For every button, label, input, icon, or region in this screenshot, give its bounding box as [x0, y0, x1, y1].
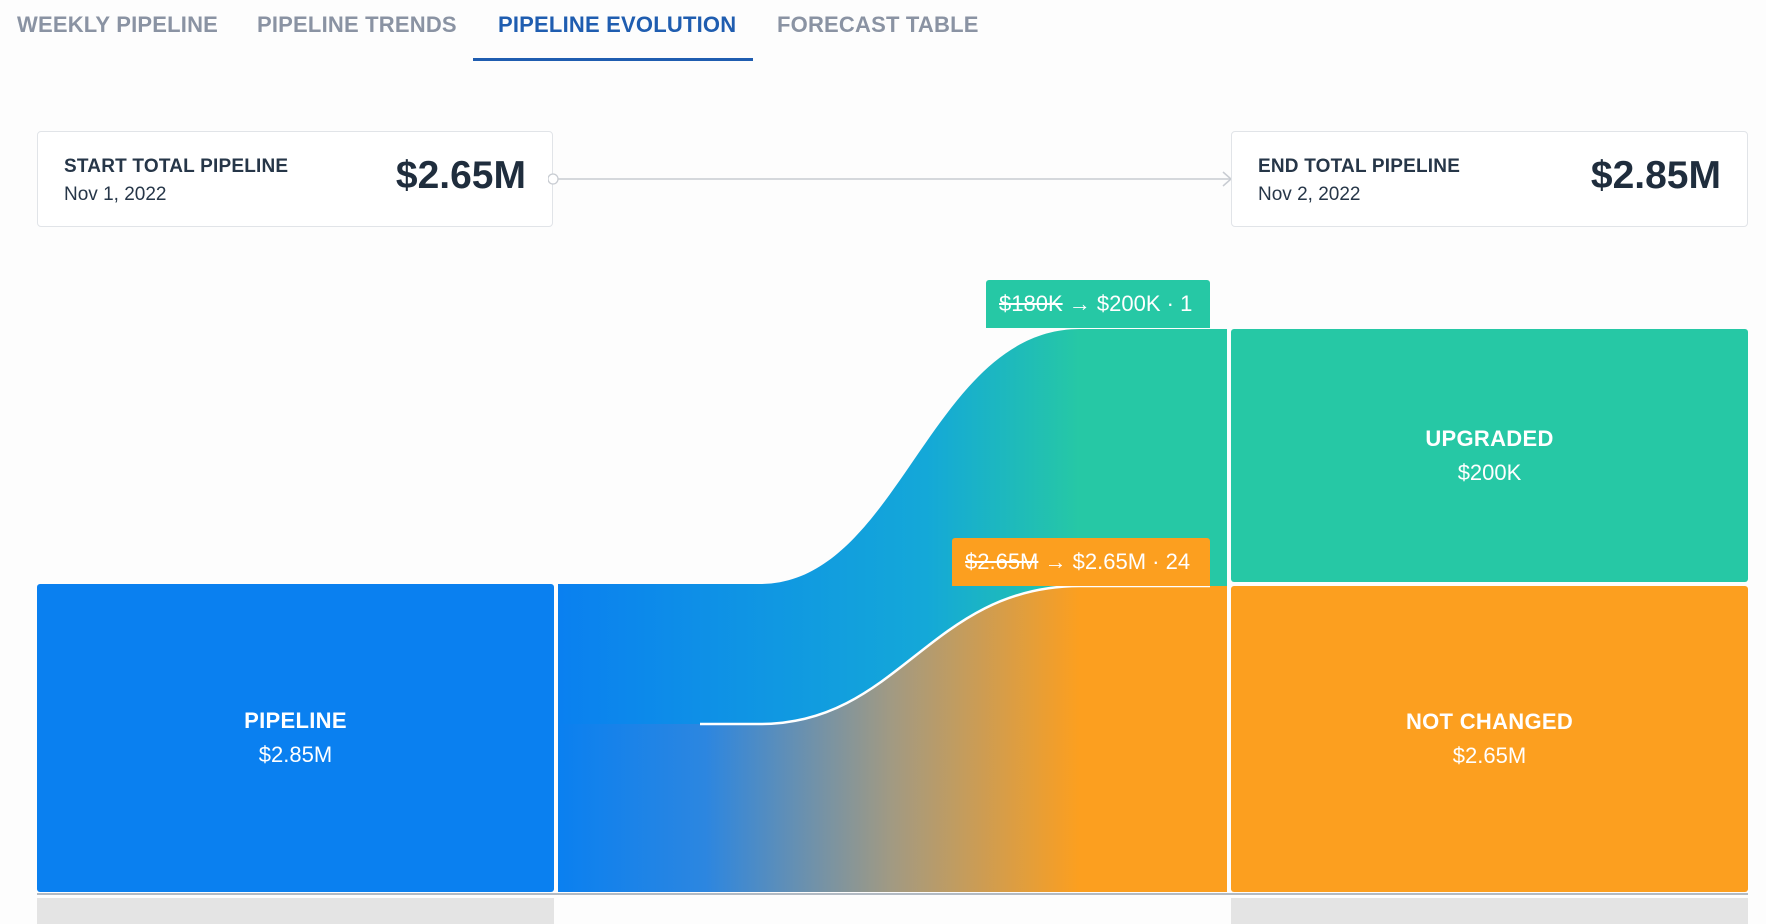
card-value: $2.85M	[1590, 154, 1721, 197]
flow-count: 24	[1165, 549, 1191, 574]
node-label: NOT CHANGED	[1405, 709, 1574, 734]
separator-dot: ·	[1152, 549, 1160, 574]
node-label: UPGRADED	[1425, 425, 1554, 451]
pipeline-evolution-sankey: $180K → $200K · 1 $2.65M → $2.65M · 24 P…	[0, 270, 1766, 924]
card-title: START TOTAL PIPELINE	[64, 156, 289, 177]
flow-not-changed[interactable]	[558, 586, 1227, 892]
flow-label-upgraded: $180K → $200K · 1	[986, 280, 1210, 328]
arrow-right-icon: →	[1068, 291, 1091, 316]
active-tab-indicator	[473, 58, 753, 61]
tab-label: WEEKLY PIPELINE	[17, 12, 219, 37]
end-total-pipeline-card: END TOTAL PIPELINE Nov 2, 2022 $2.85M	[1231, 131, 1748, 227]
tab-weekly-pipeline[interactable]: WEEKLY PIPELINE	[17, 12, 218, 62]
flow-upgraded[interactable]	[558, 329, 1227, 724]
tab-label: PIPELINE TRENDS	[257, 12, 457, 37]
flow-new-value: $200K	[1096, 291, 1161, 316]
flow-old-value: $2.65M	[965, 549, 1039, 574]
card-date: Nov 1, 2022	[64, 184, 167, 205]
tab-bar: WEEKLY PIPELINE PIPELINE TRENDS PIPELINE…	[0, 0, 1000, 62]
tab-label: FORECAST TABLE	[777, 12, 979, 37]
card-value: $2.65M	[395, 154, 526, 197]
node-pipeline[interactable]: PIPELINE $2.85M	[37, 584, 554, 892]
flow-old-value: $180K	[999, 291, 1063, 316]
card-title: END TOTAL PIPELINE	[1258, 156, 1461, 177]
separator-dot: ·	[1166, 291, 1174, 316]
node-value: $2.65M	[1452, 743, 1527, 768]
sankey-flows	[37, 329, 1748, 895]
node-not-changed[interactable]: NOT CHANGED $2.65M	[1231, 586, 1748, 892]
connector-arrow-icon	[548, 171, 1233, 187]
node-value: $200K	[1457, 459, 1522, 485]
flow-label-not-changed: $2.65M → $2.65M · 24	[952, 538, 1210, 586]
node-value: $2.85M	[258, 742, 333, 767]
flow-separator	[700, 584, 1210, 726]
flow-count: 1	[1180, 291, 1193, 316]
source-shadow-bar	[37, 898, 554, 924]
arrow-right-icon: →	[1044, 549, 1067, 574]
flow-new-value: $2.65M	[1072, 549, 1147, 574]
tab-pipeline-evolution[interactable]: PIPELINE EVOLUTION	[498, 12, 736, 62]
node-label: PIPELINE	[244, 708, 347, 733]
tab-pipeline-trends[interactable]: PIPELINE TRENDS	[257, 12, 457, 62]
start-total-pipeline-card: START TOTAL PIPELINE Nov 1, 2022 $2.65M	[37, 131, 553, 227]
tab-label: PIPELINE EVOLUTION	[498, 12, 737, 37]
tab-forecast-table[interactable]: FORECAST TABLE	[777, 12, 979, 62]
target-shadow-bar	[1231, 898, 1748, 924]
node-upgraded[interactable]: UPGRADED $200K	[1231, 329, 1748, 582]
card-date: Nov 2, 2022	[1258, 184, 1361, 205]
